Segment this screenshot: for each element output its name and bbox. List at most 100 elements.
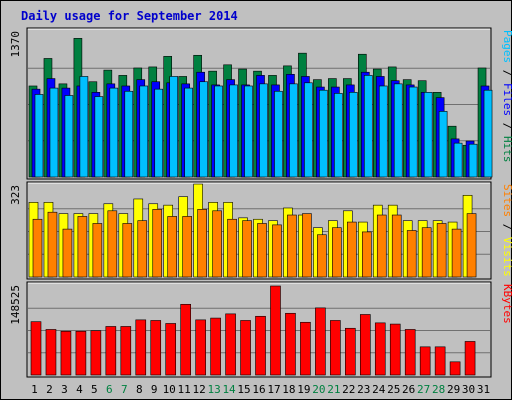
- bar-sites-day-25: [391, 214, 402, 278]
- x-tick-label-day-4: 4: [76, 383, 83, 396]
- bar-sites-day-24: [376, 214, 387, 278]
- bar-kbytes-day-9: [150, 320, 162, 376]
- bar-sites-day-8: [137, 220, 148, 278]
- x-tick-label-day-3: 3: [61, 383, 68, 396]
- bar-pages-day-31: [483, 89, 493, 178]
- bar-kbytes-day-6: [105, 326, 117, 376]
- bar-pages-day-11: [184, 87, 193, 178]
- bar-kbytes-day-10: [165, 323, 177, 376]
- bar-kbytes-day-7: [120, 326, 132, 376]
- kbytes-ymax-label: 148525: [9, 285, 22, 325]
- bar-pages-day-26: [408, 86, 418, 178]
- bar-pages-day-12: [199, 81, 208, 178]
- x-tick-label-day-31: 31: [477, 383, 490, 396]
- bar-sites-day-12: [197, 209, 207, 278]
- x-tick-label-day-5: 5: [91, 383, 98, 396]
- bar-sites-day-10: [167, 216, 178, 278]
- bar-sites-day-28: [436, 223, 447, 278]
- bar-pages-day-25: [393, 83, 403, 178]
- x-tick-label-day-25: 25: [387, 383, 400, 396]
- bar-pages-day-28: [438, 111, 448, 178]
- hits-files-pages-legend-part: Files: [501, 83, 512, 116]
- bar-kbytes-day-23: [359, 314, 371, 376]
- x-tick-label-day-28: 28: [432, 383, 445, 396]
- x-tick-label-day-26: 26: [402, 383, 415, 396]
- bar-kbytes-day-1: [30, 321, 42, 376]
- bar-kbytes-day-25: [389, 323, 401, 376]
- hits-files-pages-legend-label: Pages / Files / Hits: [501, 30, 512, 163]
- x-tick-label-day-30: 30: [462, 383, 475, 396]
- x-tick-label-day-2: 2: [46, 383, 53, 396]
- bar-sites-day-15: [242, 220, 252, 278]
- bar-pages-day-8: [139, 85, 149, 178]
- x-tick-label-day-17: 17: [267, 383, 280, 396]
- bar-pages-day-19: [304, 82, 313, 178]
- x-tick-label-day-29: 29: [447, 383, 460, 396]
- bar-kbytes-day-30: [464, 341, 476, 376]
- x-tick-label-day-12: 12: [193, 383, 206, 396]
- hits-files-pages-legend-part: /: [501, 116, 512, 136]
- x-tick-label-day-15: 15: [237, 383, 250, 396]
- x-tick-label-day-21: 21: [327, 383, 340, 396]
- bar-kbytes-day-16: [255, 315, 266, 376]
- hits-files-pages-legend-part: /: [501, 63, 512, 83]
- bar-pages-day-13: [214, 85, 223, 178]
- bar-kbytes-day-17: [270, 285, 281, 376]
- x-tick-label-day-8: 8: [136, 383, 143, 396]
- bar-sites-day-2: [47, 211, 58, 278]
- x-tick-label-day-14: 14: [222, 383, 236, 396]
- hits-files-pages-ymax-label: 1370: [9, 31, 22, 58]
- x-tick-label-day-20: 20: [312, 383, 325, 396]
- bar-kbytes-day-19: [300, 321, 311, 376]
- x-tick-label-day-11: 11: [178, 383, 191, 396]
- bar-pages-day-22: [349, 92, 358, 178]
- x-tick-label-day-18: 18: [282, 383, 295, 396]
- bar-kbytes-day-5: [90, 330, 102, 376]
- visits-sites-legend-part: Sites: [501, 184, 512, 217]
- bar-pages-day-10: [169, 76, 179, 178]
- bar-sites-day-27: [421, 227, 432, 278]
- bar-pages-day-3: [64, 95, 74, 178]
- bar-sites-day-18: [287, 214, 297, 278]
- x-tick-label-day-19: 19: [297, 383, 310, 396]
- hits-files-pages-legend-part: Hits: [501, 136, 512, 163]
- bar-kbytes-day-21: [330, 320, 341, 376]
- bar-pages-day-2: [49, 87, 59, 178]
- kbytes-legend-part: KBytes: [501, 284, 512, 324]
- bar-sites-day-6: [107, 210, 118, 278]
- bar-pages-day-18: [289, 83, 298, 178]
- bar-pages-day-15: [244, 85, 253, 178]
- bar-sites-day-29: [451, 228, 462, 278]
- bar-sites-day-9: [152, 209, 163, 278]
- bar-sites-day-7: [122, 223, 133, 278]
- bar-sites-day-23: [361, 231, 372, 278]
- x-tick-label-day-23: 23: [357, 383, 370, 396]
- chart-title: Daily usage for September 2014: [21, 9, 238, 23]
- bar-sites-day-14: [227, 218, 237, 278]
- x-tick-label-day-10: 10: [163, 383, 176, 396]
- kbytes-legend-label: KBytes: [501, 284, 512, 324]
- visits-sites-legend-label: Sites / Visits: [501, 184, 512, 277]
- bar-pages-day-7: [124, 90, 134, 178]
- x-tick-label-day-6: 6: [106, 383, 113, 396]
- bar-pages-day-14: [229, 84, 238, 178]
- bar-pages-day-20: [319, 89, 328, 178]
- bar-kbytes-day-2: [45, 329, 57, 376]
- visits-sites-legend-part: Visits: [501, 237, 512, 277]
- bar-kbytes-day-4: [75, 330, 87, 376]
- bar-sites-day-3: [62, 228, 73, 278]
- bar-kbytes-day-3: [60, 330, 72, 376]
- bar-kbytes-day-12: [195, 319, 206, 376]
- bar-sites-day-5: [92, 223, 103, 278]
- x-tick-label-day-9: 9: [151, 383, 158, 396]
- bar-sites-day-11: [182, 216, 192, 278]
- bar-kbytes-day-20: [315, 307, 326, 376]
- bar-sites-day-4: [77, 216, 88, 278]
- bar-sites-day-26: [406, 230, 417, 278]
- bar-sites-day-17: [272, 224, 282, 278]
- bar-pages-day-5: [94, 96, 104, 178]
- bar-kbytes-day-29: [449, 361, 461, 376]
- bar-pages-day-24: [378, 85, 388, 178]
- bar-kbytes-day-22: [345, 327, 356, 376]
